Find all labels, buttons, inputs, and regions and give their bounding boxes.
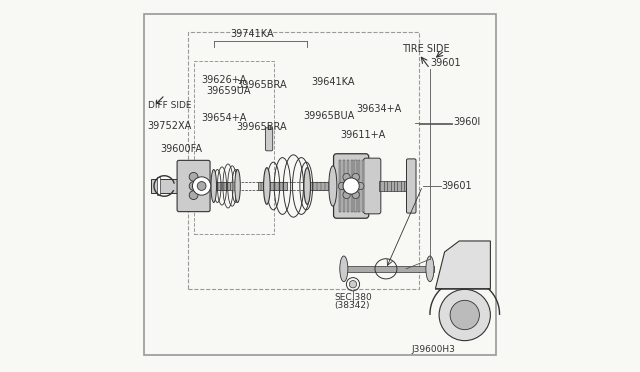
- Circle shape: [349, 280, 356, 288]
- Circle shape: [189, 173, 198, 181]
- Text: SEC.380: SEC.380: [335, 293, 372, 302]
- Circle shape: [356, 182, 364, 190]
- Circle shape: [450, 300, 479, 330]
- Polygon shape: [435, 241, 490, 289]
- Text: 39752XA: 39752XA: [148, 121, 192, 131]
- Bar: [379, 180, 406, 192]
- Circle shape: [189, 191, 198, 199]
- Bar: [208, 182, 230, 190]
- Bar: [347, 160, 349, 212]
- Bar: [193, 61, 274, 234]
- Circle shape: [339, 182, 346, 190]
- Bar: [358, 160, 360, 212]
- Circle shape: [343, 178, 359, 194]
- Circle shape: [352, 191, 360, 199]
- Circle shape: [343, 191, 350, 199]
- Text: 39600FA: 39600FA: [161, 144, 203, 154]
- Circle shape: [193, 177, 211, 195]
- Ellipse shape: [340, 256, 348, 282]
- Text: 39741KA: 39741KA: [230, 29, 274, 39]
- Text: 39601: 39601: [442, 181, 472, 191]
- Text: J39600H3: J39600H3: [412, 344, 456, 353]
- Bar: [343, 160, 345, 212]
- FancyBboxPatch shape: [177, 160, 210, 212]
- FancyBboxPatch shape: [266, 128, 273, 151]
- Text: 39611+A: 39611+A: [340, 130, 385, 140]
- Text: 39641KA: 39641KA: [311, 77, 355, 87]
- FancyBboxPatch shape: [406, 159, 416, 213]
- Text: DIFF SIDE: DIFF SIDE: [148, 101, 191, 110]
- Bar: [305, 182, 333, 190]
- Bar: [351, 160, 353, 212]
- Ellipse shape: [329, 166, 337, 206]
- Ellipse shape: [304, 168, 310, 204]
- Text: 39626+A: 39626+A: [201, 75, 246, 85]
- Bar: [152, 179, 184, 193]
- Text: 39634+A: 39634+A: [356, 104, 402, 114]
- FancyBboxPatch shape: [364, 158, 381, 214]
- Circle shape: [197, 182, 206, 190]
- Ellipse shape: [264, 168, 270, 204]
- Text: ↙: ↙: [153, 93, 165, 107]
- Text: 39659UA: 39659UA: [207, 86, 251, 96]
- Circle shape: [343, 173, 350, 181]
- Text: 39654+A: 39654+A: [201, 113, 246, 123]
- Bar: [268, 125, 270, 129]
- Ellipse shape: [211, 170, 216, 202]
- Text: 39965BRA: 39965BRA: [236, 80, 287, 90]
- Bar: [342, 266, 433, 272]
- Text: 3960l: 3960l: [454, 117, 481, 127]
- Bar: [355, 160, 356, 212]
- Text: 39965BUA: 39965BUA: [303, 111, 355, 121]
- Text: 39601: 39601: [430, 58, 461, 68]
- Circle shape: [189, 182, 198, 190]
- Bar: [188, 32, 419, 289]
- Bar: [258, 182, 287, 190]
- Ellipse shape: [426, 256, 434, 282]
- Bar: [362, 160, 364, 212]
- Ellipse shape: [235, 170, 240, 202]
- Text: (38342): (38342): [335, 301, 370, 310]
- Text: 39965BRA: 39965BRA: [236, 122, 287, 132]
- FancyBboxPatch shape: [333, 154, 369, 218]
- Bar: [157, 177, 160, 195]
- Bar: [339, 160, 341, 212]
- Circle shape: [352, 173, 360, 181]
- Text: TIRE SIDE: TIRE SIDE: [403, 44, 450, 54]
- Circle shape: [439, 289, 490, 341]
